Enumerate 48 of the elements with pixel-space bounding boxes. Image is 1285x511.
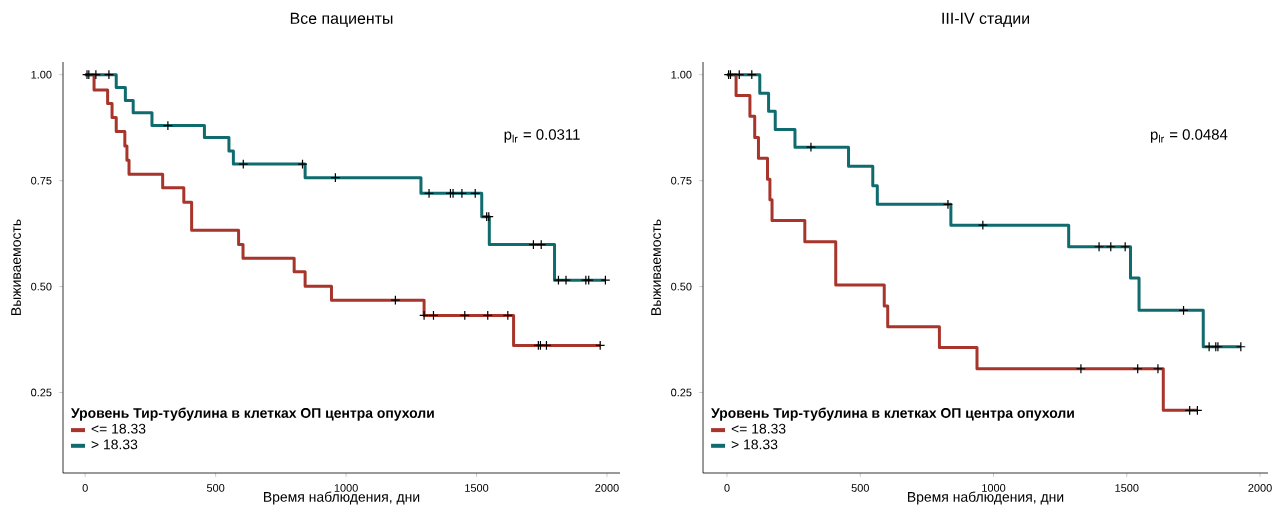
point [1075, 363, 1086, 374]
x-tick-label: 500 [851, 484, 869, 492]
x-tick-label: 0 [82, 484, 88, 492]
x-axis-title: Время наблюдения, дни [264, 491, 420, 505]
annotation: p$_{lr}$ = 0.0484 [1150, 129, 1228, 143]
y-tick-label: 0.50 [671, 282, 692, 291]
point [238, 159, 249, 170]
point [1094, 241, 1105, 252]
point [424, 188, 435, 199]
legend-title: Уровень Тир-тубулина в клетках ОП центра опухоли [711, 407, 1074, 421]
chart-title: Все пациенты [290, 12, 393, 28]
x-tick-label: 0 [724, 484, 730, 492]
x-tick-label: 1000 [982, 484, 1006, 492]
point [90, 69, 101, 80]
point [297, 159, 308, 170]
point [419, 310, 430, 321]
legend-title: Уровень Тир-тубулина в клетках ОП центра опухоли [70, 407, 434, 421]
x-tick-label: 2000 [1248, 484, 1272, 492]
annotation: p$_{lr}$ = 0.0311 [504, 129, 580, 143]
y-tick-label: 1.00 [31, 70, 52, 79]
x-tick-label: 1500 [465, 484, 489, 492]
x-tick-label: 2000 [595, 484, 619, 492]
legend-label: > 18.33 [731, 439, 778, 450]
point [456, 188, 467, 199]
point [162, 120, 173, 131]
y-axis-title: Выживаемость [651, 219, 661, 315]
x-tick-label: 1000 [334, 484, 358, 492]
point [942, 199, 953, 210]
legend-label: > 18.33 [91, 439, 138, 450]
y-tick-label: 0.50 [31, 282, 52, 291]
point [103, 69, 114, 80]
y-tick-label: 1.00 [671, 70, 692, 79]
point [1152, 363, 1163, 374]
x-tick-label: 1500 [1115, 484, 1139, 492]
point [977, 220, 988, 231]
y-axis-title: Выживаемость [11, 219, 21, 315]
chart-title: III-IV стадии [942, 12, 1030, 28]
legend-label: <= 18.33 [91, 423, 146, 434]
legend-label: <= 18.33 [731, 423, 786, 434]
y-tick-label: 0.25 [671, 388, 692, 397]
x-axis-title: Время наблюдения, дни [908, 491, 1064, 505]
y-tick-label: 0.25 [31, 388, 52, 397]
point [390, 295, 401, 306]
point [561, 275, 572, 286]
y-tick-label: 0.75 [671, 176, 692, 185]
point [805, 142, 816, 153]
y-tick-label: 0.75 [31, 176, 52, 185]
x-tick-label: 500 [206, 484, 225, 492]
